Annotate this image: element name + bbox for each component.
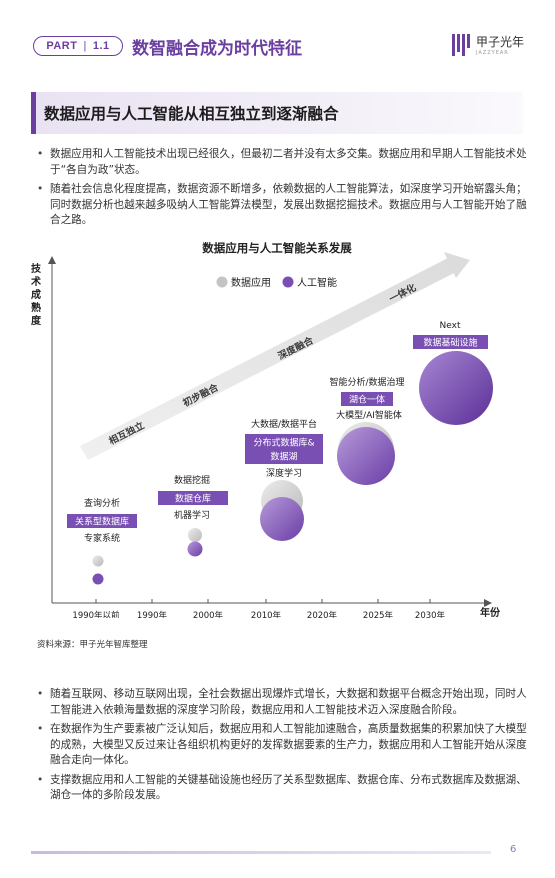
- svg-text:术: 术: [30, 275, 41, 288]
- stage-group-2: 数据挖掘 数据仓库 机器学习: [158, 474, 228, 557]
- legend-label-data-app: 数据应用: [231, 276, 271, 289]
- svg-text:度: 度: [31, 314, 42, 327]
- chart-legend: 数据应用 人工智能: [216, 276, 337, 289]
- x-tick-label: 2000年: [193, 610, 224, 618]
- page-header: PART | 1.1 数智融合成为时代特征 甲子光年 JAZZYEAR: [0, 28, 555, 68]
- x-tick-label: 1990年以前: [72, 610, 120, 618]
- chart-title: 数据应用与人工智能关系发展: [202, 241, 352, 255]
- x-axis-label: 年份: [480, 606, 501, 618]
- bubble-data-app: [188, 528, 202, 542]
- bullet-item: 数据应用和人工智能技术出现已经很久，但最初二者并没有太多交集。数据应用和早期人工…: [37, 147, 527, 178]
- section-title: 数据应用与人工智能从相互独立到逐渐融合: [44, 105, 339, 123]
- y-axis-arrow: [48, 256, 56, 264]
- group-top-label: Next: [440, 321, 461, 331]
- svg-text:熟: 熟: [31, 301, 41, 314]
- group-tag-bg: [158, 491, 228, 505]
- section-accent: [31, 92, 36, 134]
- section-title-bar: 数据应用与人工智能从相互独立到逐渐融合: [31, 92, 523, 134]
- part-number: 1.1: [92, 40, 110, 52]
- group-tag-bg: [67, 514, 137, 528]
- group-tag-label: 数据湖: [270, 451, 297, 463]
- part-label: PART: [46, 40, 78, 52]
- part-separator: |: [83, 40, 87, 52]
- group-tag-label: 数据基础设施: [423, 337, 477, 349]
- group-top-label: 查询分析: [84, 497, 120, 509]
- bubble-ai: [92, 573, 104, 585]
- logo-text: 甲子光年: [476, 35, 525, 49]
- group-top-label: 智能分析/数据治理: [329, 376, 404, 388]
- group-tag-label: 湖仓一体: [349, 394, 385, 406]
- x-tick-label: 2010年: [251, 610, 282, 618]
- stage-group-5: Next 数据基础设施: [413, 321, 493, 425]
- legend-swatch-ai: [282, 276, 294, 288]
- group-bottom-label: 机器学习: [174, 509, 210, 521]
- stage-arrow: [80, 258, 456, 460]
- bubble-ai-large: [419, 351, 493, 425]
- part-badge: PART | 1.1: [33, 36, 123, 56]
- x-tick-label: 2030年: [415, 610, 446, 618]
- footer-line: [31, 851, 491, 854]
- y-axis-label: 技 术 成 熟 度: [30, 262, 42, 327]
- group-tag-bg: [245, 434, 323, 464]
- group-tag-label: 分布式数据库&: [253, 437, 314, 449]
- bullet-item: 在数据作为生产要素被广泛认知后，数据应用和人工智能加速融合，高质量数据集的积累加…: [37, 722, 527, 769]
- legend-swatch-data-app: [216, 276, 228, 288]
- bubble-data-app: [92, 555, 104, 567]
- group-tag-bg: [413, 335, 488, 349]
- group-tag-label: 数据仓库: [175, 493, 211, 505]
- x-ticks: [95, 599, 431, 603]
- relationship-chart: 数据应用与人工智能关系发展 数据应用 人工智能 技 术 成 熟 度 1990年以…: [30, 241, 501, 618]
- group-tag-bg: [341, 392, 393, 406]
- group-bottom-label: 大模型/AI智能体: [336, 409, 402, 421]
- x-axis-arrow: [484, 599, 492, 607]
- group-top-label: 数据挖掘: [174, 474, 210, 486]
- bullet-item: 随着互联网、移动互联网出现，全社会数据出现爆炸式增长，大数据和数据平台概念开始出…: [37, 687, 527, 718]
- bubble-ai: [337, 427, 395, 485]
- legend-label-ai: 人工智能: [297, 276, 337, 289]
- bullet-list-bottom: 随着互联网、移动互联网出现，全社会数据出现爆炸式增长，大数据和数据平台概念开始出…: [37, 687, 527, 808]
- logo-mark-icon: [452, 34, 470, 56]
- stage-arrow-head: [444, 252, 470, 278]
- logo: 甲子光年 JAZZYEAR: [452, 30, 532, 64]
- svg-text:技: 技: [31, 262, 42, 275]
- logo-subtext: JAZZYEAR: [476, 50, 509, 56]
- group-bottom-label: 深度学习: [266, 467, 302, 479]
- stage-group-1: 查询分析 关系型数据库 专家系统: [67, 497, 137, 585]
- bullet-list-top: 数据应用和人工智能技术出现已经很久，但最初二者并没有太多交集。数据应用和早期人工…: [37, 147, 527, 233]
- svg-text:成: 成: [31, 288, 41, 301]
- x-tick-label: 2020年: [307, 610, 338, 618]
- bubble-ai: [260, 497, 304, 541]
- bubble-ai: [187, 541, 203, 557]
- stage-group-4: 智能分析/数据治理 湖仓一体 大模型/AI智能体: [329, 376, 405, 485]
- x-tick-label: 1990年: [137, 610, 168, 618]
- stage-group-3: 大数据/数据平台 分布式数据库& 数据湖 深度学习: [245, 418, 323, 541]
- group-tag-label: 关系型数据库: [75, 516, 129, 528]
- x-tick-label: 2025年: [363, 610, 394, 618]
- source-note: 资料来源：甲子光年智库整理: [37, 640, 148, 650]
- page-number: 6: [510, 844, 517, 855]
- header-title: 数智融合成为时代特征: [132, 39, 302, 59]
- bullet-item: 支撑数据应用和人工智能的关键基础设施也经历了关系型数据库、数据仓库、分布式数据库…: [37, 773, 527, 804]
- bullet-item: 随着社会信息化程度提高，数据资源不断增多，依赖数据的人工智能算法，如深度学习开始…: [37, 182, 527, 229]
- group-top-label: 大数据/数据平台: [251, 418, 317, 430]
- group-bottom-label: 专家系统: [84, 532, 120, 544]
